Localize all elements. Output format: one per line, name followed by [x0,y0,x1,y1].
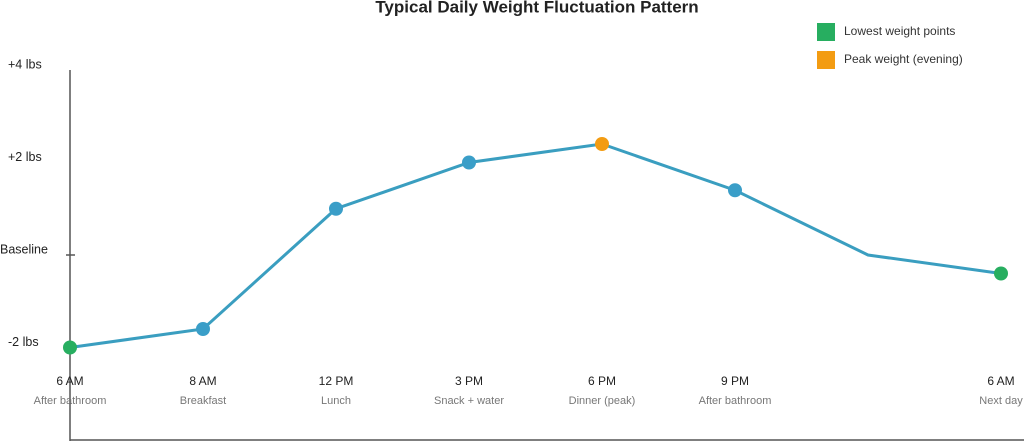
y-tick-label: Baseline [0,242,48,256]
x-tick-label: 9 PM [721,374,749,388]
x-tick-label: 12 PM [319,374,354,388]
y-tick-label: +4 lbs [8,57,42,71]
x-sublabel: Next day [979,395,1023,407]
y-tick-label: +2 lbs [8,150,42,164]
marker [63,340,77,355]
marker [728,183,742,198]
legend-label: Peak weight (evening) [844,52,963,66]
x-sublabel: Lunch [321,395,351,407]
x-tick-label: 6 AM [56,374,83,388]
x-sublabel: After bathroom [699,395,772,407]
x-tick-label: 6 PM [588,374,616,388]
marker [595,137,609,151]
marker [329,201,343,216]
x-tick-label: 3 PM [455,374,483,388]
y-tick-label: -2 lbs [8,335,39,349]
x-sublabel: Dinner (peak) [569,395,636,407]
x-sublabel: Snack + water [434,395,504,407]
line [69,142,1002,349]
x-sublabel: After bathroom [34,395,107,407]
marker [196,322,210,336]
x-tick-label: 6 AM [987,374,1014,388]
x-sublabel: Breakfast [180,395,226,407]
legend-label: Lowest weight points [844,24,955,38]
chart-title: Typical Daily Weight Fluctuation Pattern [375,0,698,16]
legend-swatch [817,51,835,69]
x-tick-label: 8 AM [189,374,216,388]
legend-swatch [817,23,835,41]
marker [994,266,1008,281]
marker [462,155,476,170]
